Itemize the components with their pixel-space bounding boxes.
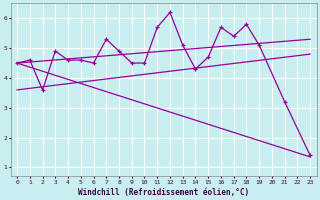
X-axis label: Windchill (Refroidissement éolien,°C): Windchill (Refroidissement éolien,°C) <box>78 188 249 197</box>
